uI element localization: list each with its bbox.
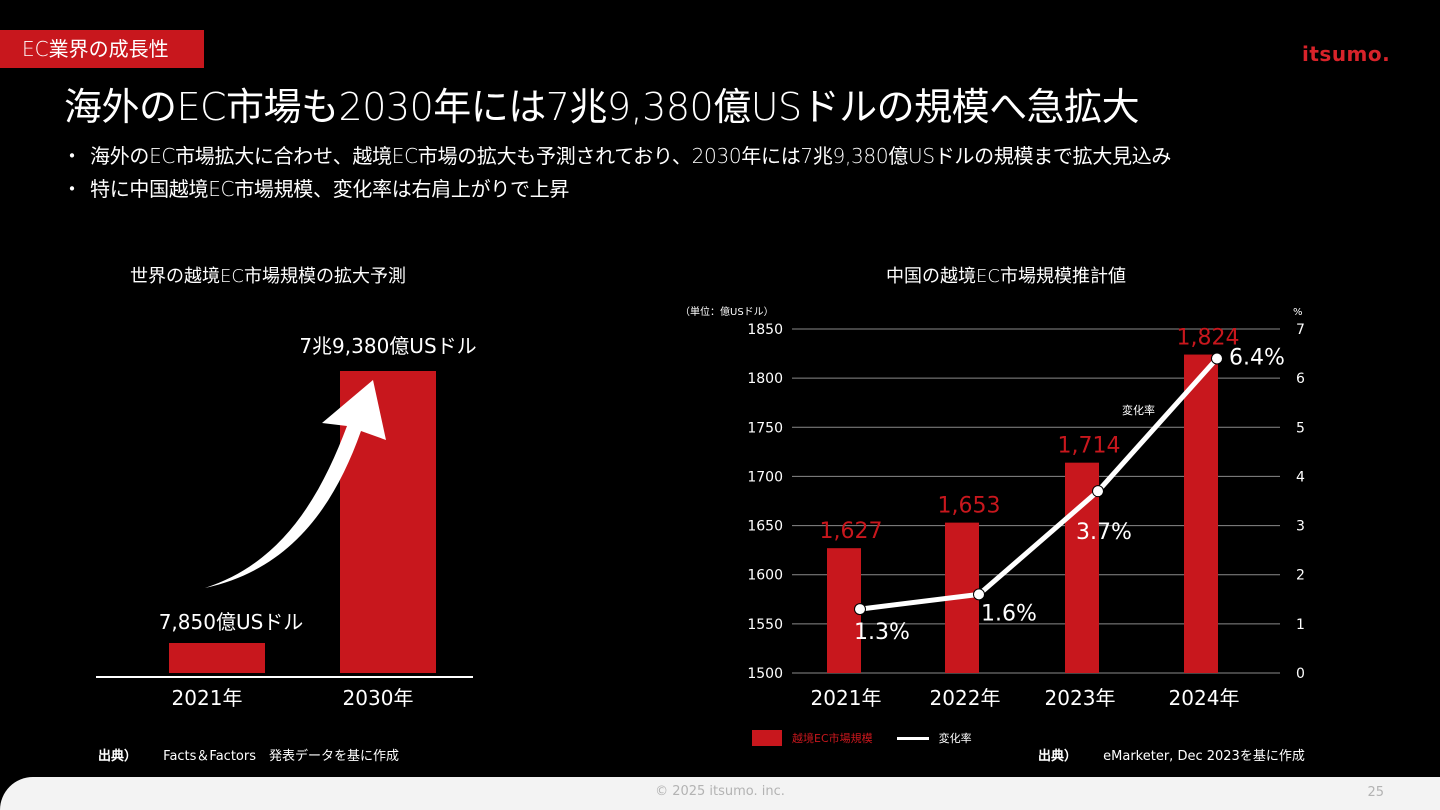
y2-tick-label: 5	[1296, 420, 1305, 436]
left-chart: 2021年 7,850億USドル 2030年 7兆9,380億USドル	[96, 334, 477, 710]
rate-point	[1211, 352, 1223, 365]
left-chart-title: 世界の越境EC市場規模の拡大予測	[130, 266, 406, 287]
y-tick-label: 1850	[747, 322, 783, 338]
x-tick-label: 2030年	[343, 686, 414, 710]
y2-axis-unit-label: %	[1293, 307, 1303, 318]
rate-point	[973, 588, 985, 601]
y2-tick-label: 7	[1296, 322, 1305, 338]
source-text: eMarketer, Dec 2023を基に作成	[1103, 749, 1305, 764]
y2-tick-label: 1	[1296, 617, 1305, 633]
legend-line-label: 変化率	[938, 732, 972, 745]
y-tick-label: 1750	[747, 420, 783, 436]
x-tick-label: 2022年	[930, 686, 1001, 710]
x-tick-label: 2021年	[811, 686, 882, 710]
source-label: 出典）	[1038, 749, 1078, 764]
bullet-item: 海外のEC市場拡大に合わせ、越境EC市場の拡大も予測されており、2030年には7…	[62, 140, 1368, 173]
bar-value-label: 1,653	[938, 494, 1001, 519]
section-tag: EC業界の成長性	[0, 30, 204, 68]
rate-value-label: 3.7%	[1076, 520, 1132, 545]
y2-tick-label: 3	[1296, 519, 1305, 535]
legend-bar-label: 越境EC市場規模	[792, 732, 873, 745]
page-title: 海外のEC市場も2030年には7兆9,380億USドルの規模へ急拡大	[64, 85, 1140, 129]
y-tick-label: 1500	[747, 666, 783, 682]
right-chart-source: 出典） eMarketer, Dec 2023を基に作成	[1038, 745, 1305, 764]
y2-tick-label: 6	[1296, 371, 1305, 387]
rate-point	[854, 603, 866, 616]
bar-value-label: 7兆9,380億USドル	[299, 334, 476, 358]
itsumo-logo: itsumo.	[1302, 42, 1391, 66]
bar-value-label: 1,714	[1058, 434, 1121, 459]
x-tick-label: 2023年	[1045, 686, 1116, 710]
source-text: Facts＆Factors 発表データを基に作成	[163, 749, 399, 764]
y-tick-label: 1650	[747, 519, 783, 535]
y-tick-label: 1550	[747, 617, 783, 633]
growth-arrow-icon	[205, 380, 386, 588]
y2-tick-label: 4	[1296, 469, 1305, 485]
x-tick-label: 2021年	[172, 686, 243, 710]
footer: © 2025 itsumo. inc. 25	[0, 777, 1440, 810]
rate-line	[859, 356, 1219, 612]
rate-point	[1092, 485, 1104, 498]
bar-value-label: 1,824	[1177, 326, 1240, 351]
right-chart-title: 中国の越境EC市場規模推計値	[886, 266, 1126, 287]
bar-value-label: 1,627	[820, 519, 883, 544]
legend-line-swatch	[896, 736, 929, 740]
rate-value-label: 1.3%	[854, 620, 910, 645]
y2-tick-label: 2	[1296, 568, 1305, 584]
source-label: 出典）	[98, 749, 138, 764]
y-tick-label: 1700	[747, 469, 783, 485]
rate-value-label: 1.6%	[981, 601, 1037, 626]
rate-value-label: 6.4%	[1229, 345, 1285, 370]
y-axis-unit-label: （単位：億USドル）	[680, 305, 774, 318]
page-number: 25	[1367, 785, 1384, 800]
y-tick-label: 1800	[747, 371, 783, 387]
bar-2024年	[1184, 354, 1218, 673]
y-tick-label: 1600	[747, 568, 783, 584]
left-chart-source: 出典） Facts＆Factors 発表データを基に作成	[98, 745, 399, 764]
bar-2021年	[169, 643, 265, 673]
bullet-list: 海外のEC市場拡大に合わせ、越境EC市場の拡大も予測されており、2030年には7…	[62, 140, 1368, 206]
y2-tick-label: 0	[1296, 666, 1305, 682]
right-chart-legend: 越境EC市場規模 変化率	[752, 728, 972, 748]
copyright: © 2025 itsumo. inc.	[655, 784, 785, 799]
x-tick-label: 2024年	[1169, 686, 1240, 710]
line-series-label: 変化率	[1122, 403, 1155, 417]
bullet-item: 特に中国越境EC市場規模、変化率は右肩上がりで上昇	[62, 173, 1368, 206]
legend-bar-swatch	[752, 730, 782, 746]
bar-value-label: 7,850億USドル	[159, 610, 304, 634]
